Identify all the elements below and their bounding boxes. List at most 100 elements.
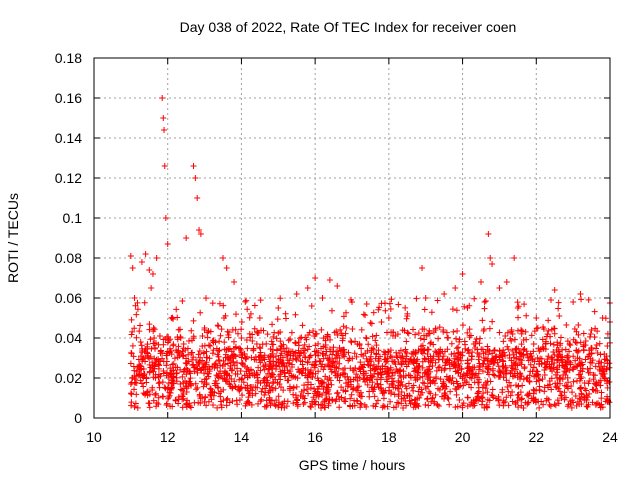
y-tick-label: 0.14	[55, 130, 82, 146]
data-point-cloud	[169, 403, 176, 410]
data-point-cloud	[604, 357, 611, 364]
data-point-cloud	[311, 364, 318, 371]
data-point-cloud	[363, 335, 370, 342]
data-point-cloud	[427, 359, 434, 366]
data-point-cloud	[225, 329, 232, 336]
data-point-cloud	[366, 388, 373, 395]
data-point-cloud	[563, 322, 570, 329]
data-point-cloud	[572, 393, 579, 400]
data-point-cloud	[384, 329, 391, 336]
data-point-cloud	[500, 338, 507, 345]
data-point-cloud	[306, 343, 313, 350]
data-point-cloud	[357, 366, 364, 373]
data-point-cloud	[278, 342, 285, 349]
data-point-cloud	[578, 391, 585, 398]
data-point-cloud	[226, 372, 233, 379]
data-point-cloud	[403, 338, 410, 345]
data-point-cloud	[155, 341, 162, 348]
data-point-cloud	[136, 361, 143, 368]
data-point-cloud	[131, 376, 138, 383]
data-point-cloud	[468, 384, 475, 391]
data-point-cloud	[509, 388, 516, 395]
data-point-cloud	[411, 368, 418, 375]
data-point-cloud	[552, 402, 559, 409]
data-point-cloud	[360, 311, 367, 318]
data-point-cloud	[570, 353, 577, 360]
data-point-cloud	[480, 327, 487, 334]
data-point-cloud	[185, 337, 192, 344]
data-point-cloud	[393, 403, 400, 410]
data-point-cloud	[520, 346, 527, 353]
data-point-cloud	[273, 363, 280, 370]
data-point	[422, 295, 429, 301]
data-point-cloud	[212, 339, 219, 346]
data-point-cloud	[597, 351, 604, 358]
data-point-cloud	[195, 399, 202, 406]
y-tick-label: 0.16	[55, 90, 82, 106]
data-point-cloud	[269, 380, 276, 387]
data-point-cloud	[465, 381, 472, 388]
data-point-cloud	[215, 323, 222, 330]
data-point-cloud	[500, 397, 507, 404]
data-point-cloud	[481, 305, 488, 312]
data-point-cloud	[282, 373, 289, 380]
data-point	[131, 295, 138, 301]
data-point-cloud	[598, 401, 605, 408]
data-point-cloud	[593, 400, 600, 407]
data-point-cloud	[147, 336, 154, 343]
data-point-cloud	[267, 373, 274, 380]
data-point-cloud	[252, 390, 259, 397]
data-point-cloud	[427, 368, 434, 375]
x-tick-label: 20	[455, 429, 471, 445]
data-point-cloud	[127, 381, 134, 388]
data-point-cloud	[336, 404, 343, 411]
data-point-cloud	[253, 328, 260, 335]
data-point-cloud	[261, 366, 268, 373]
data-point-cloud	[311, 385, 318, 392]
data-point-cloud	[409, 384, 416, 391]
data-point-cloud	[188, 327, 195, 334]
data-point-cloud	[136, 328, 143, 335]
data-point-cloud	[548, 354, 555, 361]
data-point-cloud	[476, 362, 483, 369]
data-point-cloud	[312, 342, 319, 349]
data-point-cloud	[568, 404, 575, 411]
data-point-cloud	[334, 332, 341, 339]
data-point-cloud	[559, 353, 566, 360]
data-point-cloud	[330, 344, 337, 351]
data-point	[577, 291, 584, 297]
data-point-cloud	[549, 368, 556, 375]
data-point-cloud	[502, 333, 509, 340]
data-point-cloud	[470, 398, 477, 405]
data-point-cloud	[386, 384, 393, 391]
data-point-cloud	[535, 345, 542, 352]
data-point-cloud	[507, 382, 514, 389]
data-point	[256, 315, 263, 321]
data-point-cloud	[146, 391, 153, 398]
data-point-cloud	[270, 358, 277, 365]
data-point-cloud	[556, 388, 563, 395]
data-point-cloud	[364, 381, 371, 388]
data-point-cloud	[556, 374, 563, 381]
data-point	[419, 265, 426, 271]
data-point-cloud	[405, 361, 412, 368]
data-point-cloud	[452, 361, 459, 368]
data-point-cloud	[243, 400, 250, 407]
data-point-cloud	[170, 360, 177, 367]
data-point-cloud	[511, 336, 518, 343]
data-point-cloud	[551, 360, 558, 367]
data-point-cloud	[546, 401, 553, 408]
data-point-cloud	[410, 404, 417, 411]
data-point-cloud	[500, 374, 507, 381]
data-point-cloud	[471, 364, 478, 371]
data-point-cloud	[604, 342, 611, 349]
data-point-cloud	[545, 353, 552, 360]
data-point	[138, 259, 145, 265]
data-point-cloud	[464, 329, 471, 336]
data-point-cloud	[419, 358, 426, 365]
data-point-cloud	[504, 343, 511, 350]
data-point	[378, 319, 385, 325]
data-point-cloud	[592, 381, 599, 388]
data-point-cloud	[307, 352, 314, 359]
data-point-cloud	[247, 310, 254, 317]
